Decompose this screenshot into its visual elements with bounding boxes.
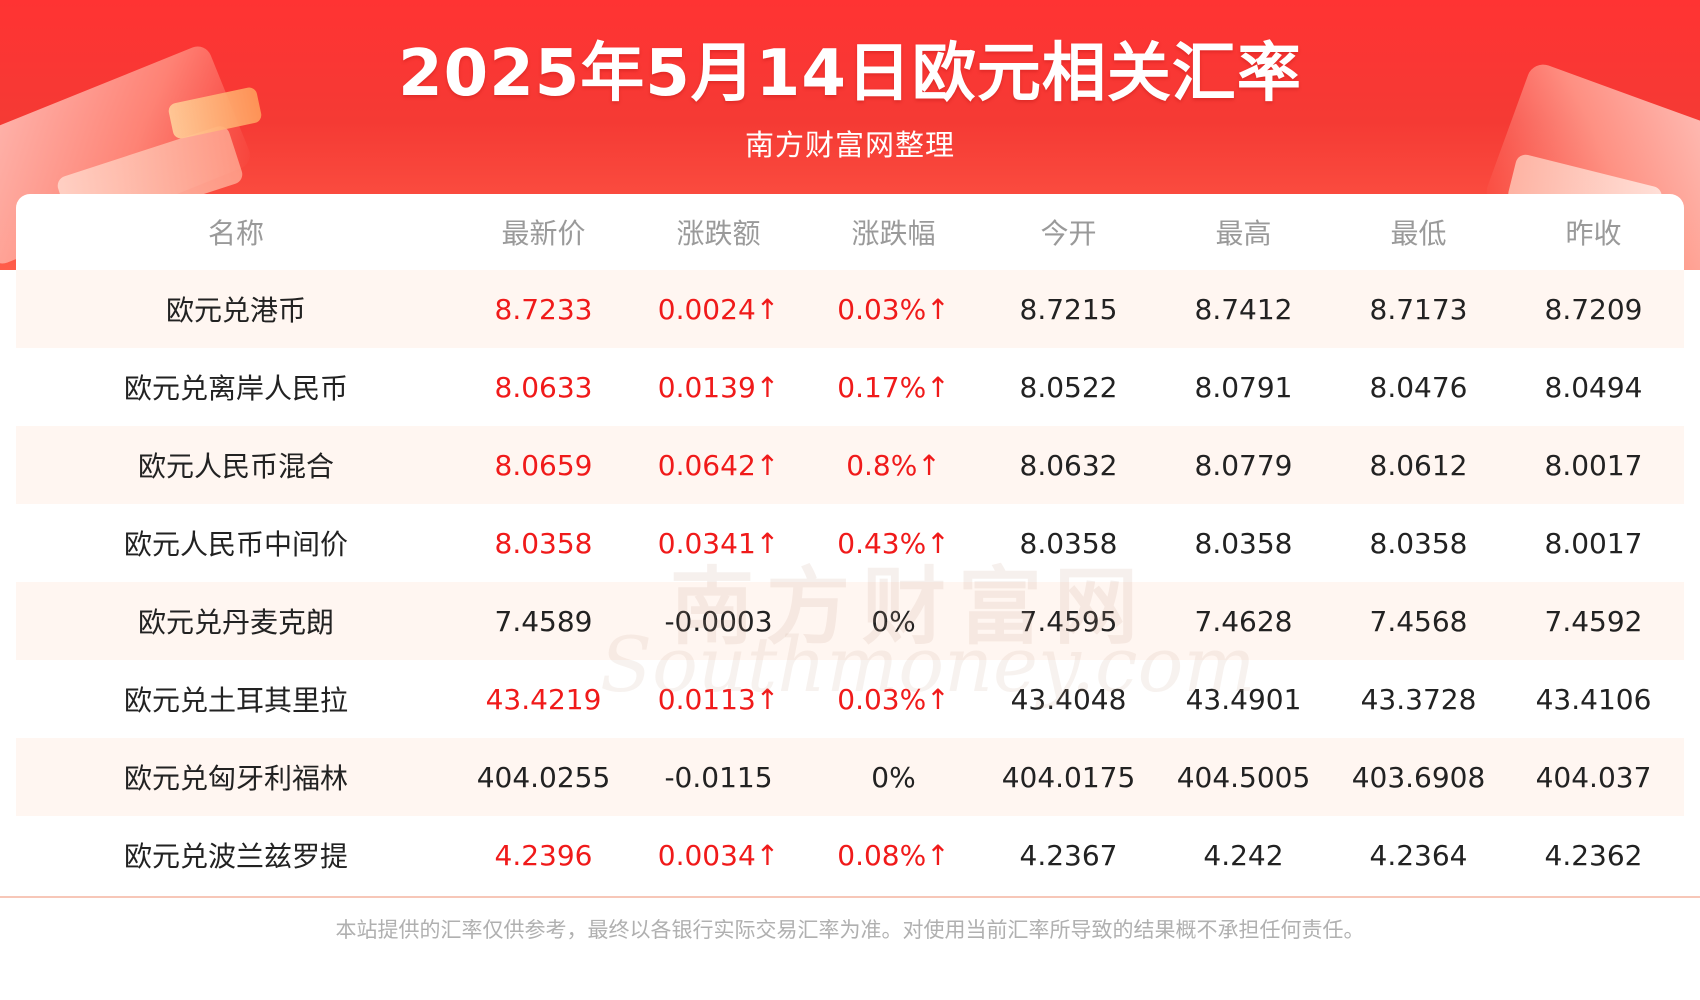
column-header-prev-close: 昨收: [1565, 217, 1622, 250]
row-prev-close: 7.4592: [1544, 604, 1643, 638]
table-row: 欧元兑港币 8.7233 0.0024↑ 0.03%↑ 8.7215 8.7412 8.71…: [16, 270, 1684, 348]
table-row: 欧元兑丹麦克朗 7.4589 -0.0003 0% 7.4595 7.4628 7.4568…: [16, 582, 1684, 660]
row-open: 8.7215: [1019, 292, 1118, 326]
row-high: 8.0779: [1194, 448, 1293, 482]
row-low: 8.0476: [1369, 370, 1468, 404]
rates-table: 名称 最新价 涨跌额 涨跌幅 今开 最高 最低 昨收 欧元兑港币 8.7233 0.…: [16, 194, 1684, 894]
column-header-latest: 最新价: [501, 217, 586, 250]
row-prev-close: 8.0017: [1544, 448, 1643, 482]
row-name: 欧元兑港币: [165, 294, 306, 327]
row-latest: 8.0659: [494, 448, 593, 482]
row-latest: 4.2396: [494, 838, 593, 872]
row-open: 4.2367: [1019, 838, 1118, 872]
row-change-pct: 0%: [871, 760, 916, 794]
row-high: 8.7412: [1194, 292, 1293, 326]
row-change: -0.0003: [664, 604, 773, 638]
row-change: 0.0024↑: [657, 292, 780, 326]
column-header-change-pct: 涨跌幅: [851, 217, 936, 250]
row-change: -0.0115: [664, 760, 773, 794]
page-subtitle: 南方财富网整理: [744, 128, 955, 162]
table-row: 欧元兑土耳其里拉 43.4219 0.0113↑ 0.03%↑ 43.4048 43.49…: [16, 660, 1684, 738]
row-change: 0.0113↑: [657, 682, 780, 716]
row-name: 欧元兑丹麦克朗: [137, 606, 334, 639]
row-name: 欧元兑土耳其里拉: [123, 684, 348, 717]
table-body: 欧元兑港币 8.7233 0.0024↑ 0.03%↑ 8.7215 8.7412 8.71…: [16, 270, 1684, 894]
row-high: 4.242: [1203, 838, 1284, 872]
row-change: 0.0034↑: [657, 838, 780, 872]
row-change-pct: 0.43%↑: [837, 526, 950, 560]
row-change-pct: 0.03%↑: [837, 292, 950, 326]
row-open: 8.0632: [1019, 448, 1118, 482]
row-latest: 8.0633: [494, 370, 593, 404]
row-prev-close: 8.0017: [1544, 526, 1643, 560]
row-high: 8.0358: [1194, 526, 1293, 560]
row-latest: 8.0358: [494, 526, 593, 560]
table-row: 欧元人民币混合 8.0659 0.0642↑ 0.8%↑ 8.0632 8.0779 8.0…: [16, 426, 1684, 504]
row-high: 7.4628: [1194, 604, 1293, 638]
column-header-open: 今开: [1040, 217, 1097, 250]
row-low: 43.3728: [1360, 682, 1477, 716]
row-latest: 43.4219: [485, 682, 602, 716]
row-change-pct: 0.08%↑: [837, 838, 950, 872]
row-open: 8.0522: [1019, 370, 1118, 404]
row-open: 404.0175: [1001, 760, 1136, 794]
table-header: 名称 最新价 涨跌额 涨跌幅 今开 最高 最低 昨收: [16, 194, 1684, 270]
table-row: 欧元兑波兰兹罗提 4.2396 0.0034↑ 0.08%↑ 4.2367 4.242 4.…: [16, 816, 1684, 894]
table-row: 欧元兑匈牙利福林 404.0255 -0.0115 0% 404.0175 404.500…: [16, 738, 1684, 816]
row-change: 0.0642↑: [657, 448, 780, 482]
row-name: 欧元人民币混合: [137, 450, 334, 483]
row-change: 0.0341↑: [657, 526, 780, 560]
row-open: 43.4048: [1010, 682, 1127, 716]
row-latest: 404.0255: [476, 760, 611, 794]
row-open: 7.4595: [1019, 604, 1118, 638]
row-high: 8.0791: [1194, 370, 1293, 404]
row-name: 欧元人民币中间价: [123, 528, 348, 561]
column-header-high: 最高: [1215, 217, 1272, 250]
row-low: 4.2364: [1369, 838, 1468, 872]
row-prev-close: 4.2362: [1544, 838, 1643, 872]
row-low: 8.0612: [1369, 448, 1468, 482]
row-low: 8.0358: [1369, 526, 1468, 560]
row-prev-close: 43.4106: [1535, 682, 1652, 716]
column-header-name: 名称: [207, 217, 264, 250]
table-row: 欧元人民币中间价 8.0358 0.0341↑ 0.43%↑ 8.0358 8.0358 8…: [16, 504, 1684, 582]
row-open: 8.0358: [1019, 526, 1118, 560]
row-name: 欧元兑匈牙利福林: [123, 762, 348, 795]
row-change-pct: 0.8%↑: [846, 448, 941, 482]
row-change-pct: 0.03%↑: [837, 682, 950, 716]
row-high: 404.5005: [1176, 760, 1311, 794]
row-name: 欧元兑离岸人民币: [123, 372, 348, 405]
row-latest: 7.4589: [494, 604, 593, 638]
row-name: 欧元兑波兰兹罗提: [123, 840, 348, 873]
column-header-low: 最低: [1390, 217, 1447, 250]
row-prev-close: 8.0494: [1544, 370, 1643, 404]
table-row: 欧元兑离岸人民币 8.0633 0.0139↑ 0.17%↑ 8.0522 8.0791 8…: [16, 348, 1684, 426]
row-change-pct: 0%: [871, 604, 916, 638]
row-latest: 8.7233: [494, 292, 593, 326]
row-high: 43.4901: [1185, 682, 1302, 716]
row-change: 0.0139↑: [657, 370, 780, 404]
row-low: 8.7173: [1369, 292, 1468, 326]
row-low: 7.4568: [1369, 604, 1468, 638]
row-prev-close: 404.037: [1535, 760, 1652, 794]
row-change-pct: 0.17%↑: [837, 370, 950, 404]
disclaimer-text: 本站提供的汇率仅供参考，最终以各银行实际交易汇率为准。对使用当前汇率所导致的结果…: [335, 918, 1365, 942]
row-low: 403.6908: [1351, 760, 1486, 794]
column-header-change: 涨跌额: [676, 217, 761, 250]
row-prev-close: 8.7209: [1544, 292, 1643, 326]
footer-divider: [0, 896, 1700, 898]
page-title: 2025年5月14日欧元相关汇率: [398, 37, 1302, 111]
